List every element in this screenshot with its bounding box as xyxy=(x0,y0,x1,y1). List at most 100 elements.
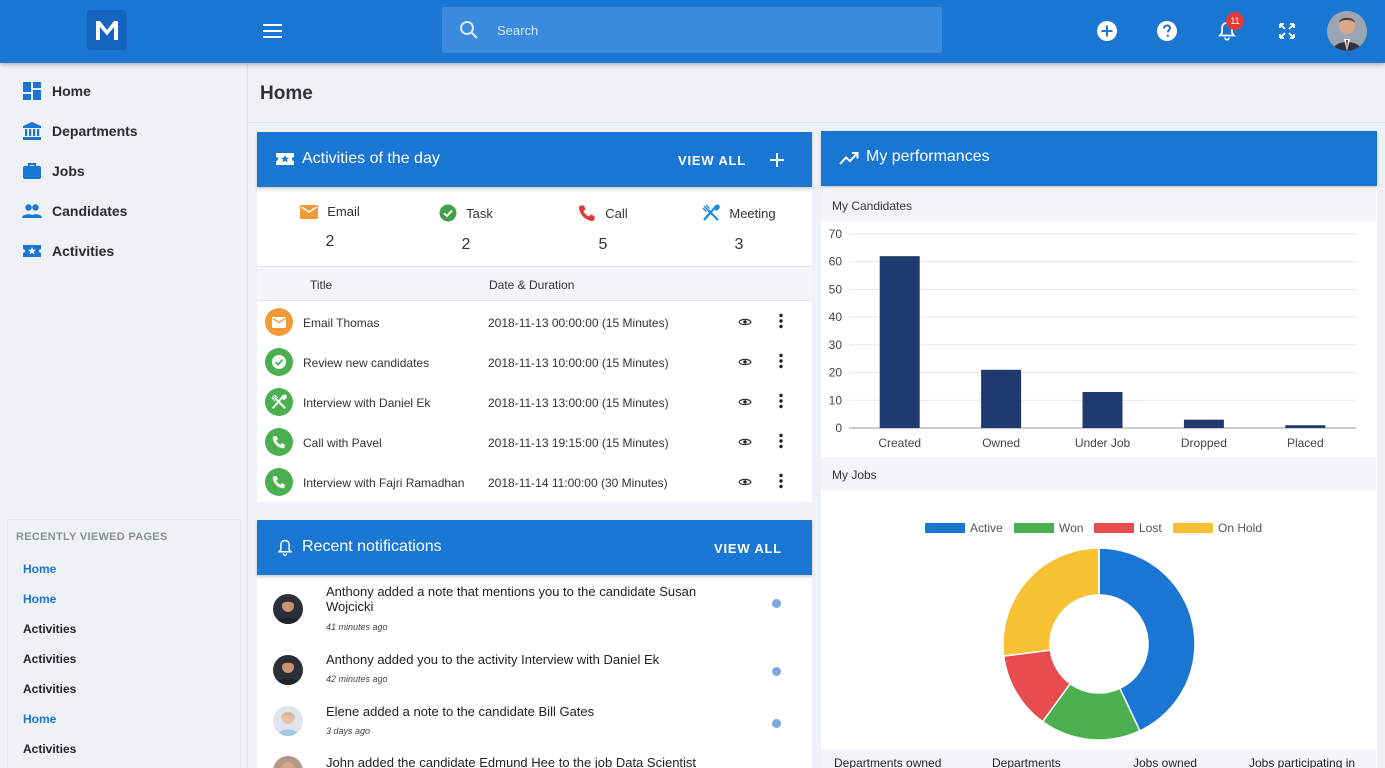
page-header: Home xyxy=(248,63,1385,123)
user-avatar[interactable] xyxy=(1327,11,1367,51)
sidebar-item-label: Activities xyxy=(52,243,115,259)
unread-dot xyxy=(772,667,781,676)
candidates-bar-chart: 0 10 20 30 40 50 60 70 Created Owned Under Job Drop… xyxy=(829,227,1356,450)
notification-time: 3 days ago xyxy=(326,726,371,736)
star-ticket-icon xyxy=(275,149,295,174)
view-all-activities-button[interactable]: VIEW ALL xyxy=(678,153,747,168)
x-tick-label: Placed xyxy=(1287,436,1324,450)
app-logo[interactable] xyxy=(87,10,127,50)
stat-call[interactable]: Call 5 xyxy=(535,204,671,254)
search-icon xyxy=(458,19,480,46)
email-icon xyxy=(265,308,293,336)
more-vert-icon[interactable] xyxy=(778,433,784,452)
add-icon[interactable] xyxy=(769,152,785,173)
view-all-notifications-button[interactable]: VIEW ALL xyxy=(714,541,783,556)
activity-row[interactable]: Interview with Daniel Ek 2018-11-13 13:0… xyxy=(257,382,812,422)
notification-text: Elene added a note to the candidate Bill… xyxy=(326,704,595,719)
notifications-card-title: Recent notifications xyxy=(302,538,442,555)
bank-icon xyxy=(23,122,41,140)
recent-page-link[interactable]: Home xyxy=(23,562,57,576)
avatar xyxy=(273,756,303,768)
stat-count: 3 xyxy=(734,236,744,253)
menu-icon[interactable] xyxy=(262,20,284,42)
search-bar xyxy=(442,7,942,53)
x-tick-label: Owned xyxy=(982,436,1020,450)
sidebar-item-label: Departments xyxy=(52,123,138,139)
x-tick-label: Created xyxy=(878,436,921,450)
activities-table-header: Title Date & Duration xyxy=(257,266,812,301)
column-header-title[interactable]: Title xyxy=(310,278,333,292)
candidates-chart-title: My Candidates xyxy=(832,199,913,213)
notification-text: Anthony added you to the activity Interv… xyxy=(326,652,660,667)
activity-row[interactable]: Email Thomas 2018-11-13 00:00:00 (15 Min… xyxy=(257,302,812,342)
activity-row[interactable]: Call with Pavel 2018-11-13 19:15:00 (15 … xyxy=(257,422,812,462)
column-header-date[interactable]: Date & Duration xyxy=(489,278,575,292)
y-tick-label: 0 xyxy=(835,421,842,435)
bar xyxy=(1285,425,1326,428)
email-icon xyxy=(300,204,319,219)
legend-label: Won xyxy=(1059,521,1083,535)
y-tick-label: 70 xyxy=(829,227,843,241)
phone-icon xyxy=(265,468,293,496)
trending-up-icon xyxy=(839,150,859,171)
notification-time: 41 minutes ago xyxy=(326,622,388,632)
more-vert-icon[interactable] xyxy=(778,473,784,492)
help-icon[interactable] xyxy=(1155,19,1179,43)
recent-page-link[interactable]: Home xyxy=(23,712,57,726)
view-eye-icon[interactable] xyxy=(738,356,752,370)
stat-meeting[interactable]: Meeting 3 xyxy=(671,204,807,254)
jobs-donut-chart: Active Won Lost On Hold xyxy=(925,521,1262,741)
bar xyxy=(1183,419,1224,428)
activity-row[interactable]: Review new candidates 2018-11-13 10:00:0… xyxy=(257,342,812,382)
view-eye-icon[interactable] xyxy=(738,436,752,450)
y-tick-label: 60 xyxy=(829,255,843,269)
legend-label: On Hold xyxy=(1218,521,1262,535)
view-eye-icon[interactable] xyxy=(738,316,752,330)
footer-label: Departments xyxy=(992,756,1061,768)
recent-page-link[interactable]: Activities xyxy=(23,652,77,666)
sidebar: Home Departments Jobs Candidates Activit… xyxy=(0,63,248,768)
footer-label: Jobs participating in xyxy=(1249,756,1356,768)
recent-page-link[interactable]: Activities xyxy=(23,682,77,696)
fullscreen-icon[interactable] xyxy=(1275,19,1299,43)
footer-label: Jobs owned xyxy=(1133,756,1198,768)
sidebar-item-candidates[interactable]: Candidates xyxy=(22,199,127,223)
more-vert-icon[interactable] xyxy=(778,313,784,332)
sidebar-item-home[interactable]: Home xyxy=(22,79,91,103)
stat-label: Meeting xyxy=(729,205,776,221)
search-input[interactable] xyxy=(497,7,917,53)
recent-page-link[interactable]: Home xyxy=(23,592,57,606)
recent-page-link[interactable]: Activities xyxy=(23,742,77,756)
avatar xyxy=(273,655,303,685)
notification-badge: 11 xyxy=(1226,12,1244,30)
notifications-card: Recent notifications VIEW ALL Anthony ad… xyxy=(257,520,812,768)
stat-count: 5 xyxy=(598,236,608,253)
stat-task[interactable]: Task 2 xyxy=(398,204,534,254)
add-circle-icon[interactable] xyxy=(1095,19,1119,43)
legend-label: Active xyxy=(970,521,1003,535)
sidebar-item-activities[interactable]: Activities xyxy=(22,239,114,263)
activity-date: 2018-11-13 00:00:00 (15 Minutes) xyxy=(488,316,669,330)
check-circle-icon xyxy=(439,204,457,222)
activity-title: Interview with Daniel Ek xyxy=(303,396,431,410)
stats-footer: Departments owned Departments Jobs owned… xyxy=(821,749,1376,768)
more-vert-icon[interactable] xyxy=(778,353,784,372)
notification-text: John added the candidate Edmund Hee to t… xyxy=(326,755,697,768)
legend-swatch xyxy=(1094,523,1134,533)
sidebar-item-jobs[interactable]: Jobs xyxy=(22,159,85,183)
notifications-card-header: Recent notifications VIEW ALL xyxy=(257,520,812,575)
jobs-chart-header: My Jobs xyxy=(821,457,1376,490)
y-tick-label: 50 xyxy=(829,282,843,296)
view-eye-icon[interactable] xyxy=(738,396,752,410)
recent-page-link[interactable]: Activities xyxy=(23,622,77,636)
bar xyxy=(879,256,920,428)
sidebar-item-departments[interactable]: Departments xyxy=(22,119,138,143)
activity-row[interactable]: Interview with Fajri Ramadhan 2018-11-14… xyxy=(257,462,812,502)
view-eye-icon[interactable] xyxy=(738,476,752,490)
stat-email[interactable]: Email 2 xyxy=(262,204,398,251)
star-ticket-icon xyxy=(23,245,41,257)
briefcase-icon xyxy=(23,163,41,179)
more-vert-icon[interactable] xyxy=(778,393,784,412)
page-title: Home xyxy=(260,83,313,104)
activity-title: Email Thomas xyxy=(303,316,380,330)
